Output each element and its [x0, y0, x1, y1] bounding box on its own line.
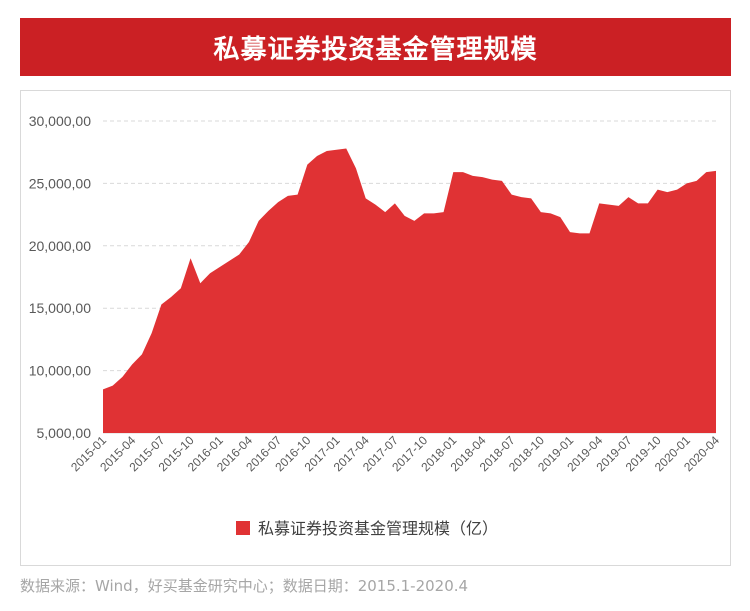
series-area [103, 148, 716, 433]
source-note: 数据来源：Wind，好买基金研究中心；数据日期：2015.1-2020.4 [20, 577, 469, 595]
y-tick-label: 30,000,00 [29, 113, 91, 129]
legend-label: 私募证券投资基金管理规模（亿） [258, 520, 498, 538]
page-title: 私募证券投资基金管理规模 [213, 34, 538, 65]
title-banner: 私募证券投资基金管理规模 [20, 18, 731, 76]
chart-panel: 5,000,00 10,000,00 15,000,00 20,000,00 25,00… [20, 90, 731, 566]
area-chart: 5,000,00 10,000,00 15,000,00 20,000,00 25,00… [29, 113, 723, 538]
legend-swatch [236, 521, 250, 535]
y-tick-label: 5,000,00 [37, 425, 92, 441]
y-tick-label: 20,000,00 [29, 238, 91, 254]
y-tick-label: 25,000,00 [29, 175, 91, 191]
series-area-shape [103, 148, 716, 433]
y-tick-label: 15,000,00 [29, 300, 91, 316]
legend: 私募证券投资基金管理规模（亿） [236, 520, 498, 538]
y-tick-label: 10,000,00 [29, 363, 91, 379]
x-axis-ticks: 2015-012015-042015-072015-102016-012016-… [68, 433, 722, 474]
y-axis-ticks: 5,000,00 10,000,00 15,000,00 20,000,00 25,00… [29, 113, 92, 441]
